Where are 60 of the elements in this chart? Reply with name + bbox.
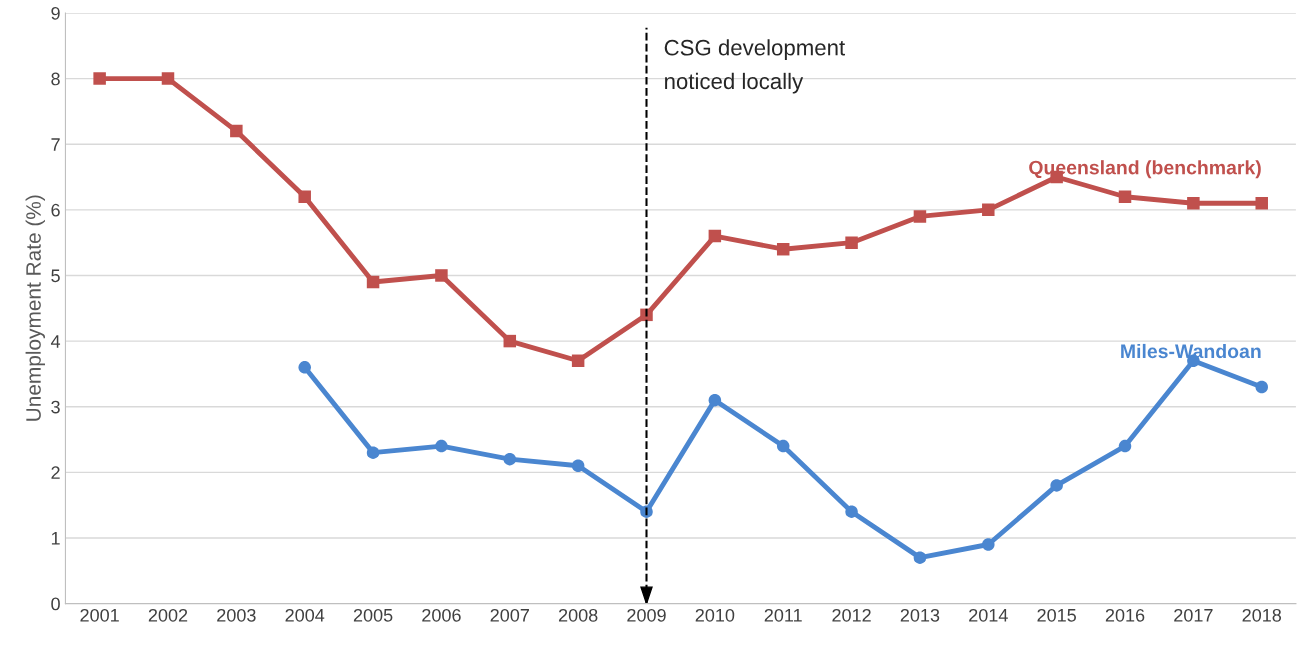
x-tick-label: 2017	[1174, 608, 1213, 622]
x-tick-label: 2011	[764, 608, 802, 622]
point	[298, 190, 311, 203]
x-tick-label: 2010	[695, 608, 735, 622]
point	[230, 124, 243, 138]
point	[776, 439, 790, 453]
point	[435, 269, 448, 282]
point	[1187, 197, 1200, 210]
y-tick-label: 6	[51, 203, 60, 217]
point	[708, 393, 722, 407]
point	[982, 538, 995, 551]
y-tick-label: 5	[51, 269, 60, 283]
x-tick-label: 2015	[1037, 608, 1076, 622]
point	[503, 334, 517, 348]
point	[913, 551, 927, 564]
point	[1118, 439, 1132, 453]
y-tick-label: 8	[51, 72, 60, 86]
point	[503, 452, 517, 466]
point	[708, 229, 722, 243]
y-tick-label: 3	[51, 400, 60, 414]
point	[1050, 479, 1063, 492]
point	[913, 210, 927, 223]
point	[1118, 190, 1132, 203]
x-tick-label: 2003	[217, 608, 256, 622]
x-tick-label: 2009	[627, 608, 666, 622]
x-tick-label: 2005	[353, 608, 393, 622]
point	[366, 446, 380, 459]
point	[298, 361, 311, 374]
x-tick-label: 2016	[1105, 608, 1145, 622]
series-label: Miles-Wandoan	[1121, 343, 1261, 359]
x-tick-label: 2018	[1242, 608, 1282, 622]
x-tick-label: 2004	[285, 608, 325, 622]
point	[435, 439, 448, 453]
point	[776, 242, 790, 256]
y-axis-title: Unemployment Rate (%)	[25, 195, 45, 421]
point	[366, 275, 380, 289]
x-tick-label: 2012	[832, 608, 871, 622]
y-tick-label: 4	[50, 335, 61, 348]
y-tick-label: 2	[51, 466, 60, 479]
x-tick-label: 2014	[969, 608, 1008, 622]
x-tick-label: 2001	[80, 608, 119, 622]
x-tick-label: 2006	[422, 608, 461, 622]
y-tick-label: 0	[51, 597, 60, 611]
point	[571, 459, 585, 473]
x-tick-label: 2008	[558, 608, 598, 622]
point	[1255, 197, 1268, 210]
point	[1255, 380, 1268, 394]
x-tick-label: 2013	[900, 608, 940, 622]
point	[982, 203, 995, 217]
y-tick-label: 1	[51, 532, 60, 545]
point	[845, 236, 858, 249]
point	[161, 72, 175, 85]
x-tick-label: 2007	[490, 608, 529, 622]
point	[571, 354, 585, 368]
point	[93, 72, 106, 85]
x-tick-label: 2002	[148, 608, 188, 622]
y-tick-label: 7	[51, 138, 60, 151]
ref-line-label: CSG development noticed locally	[664, 39, 845, 94]
point	[845, 505, 858, 518]
y-tick-label: 9	[51, 6, 60, 20]
